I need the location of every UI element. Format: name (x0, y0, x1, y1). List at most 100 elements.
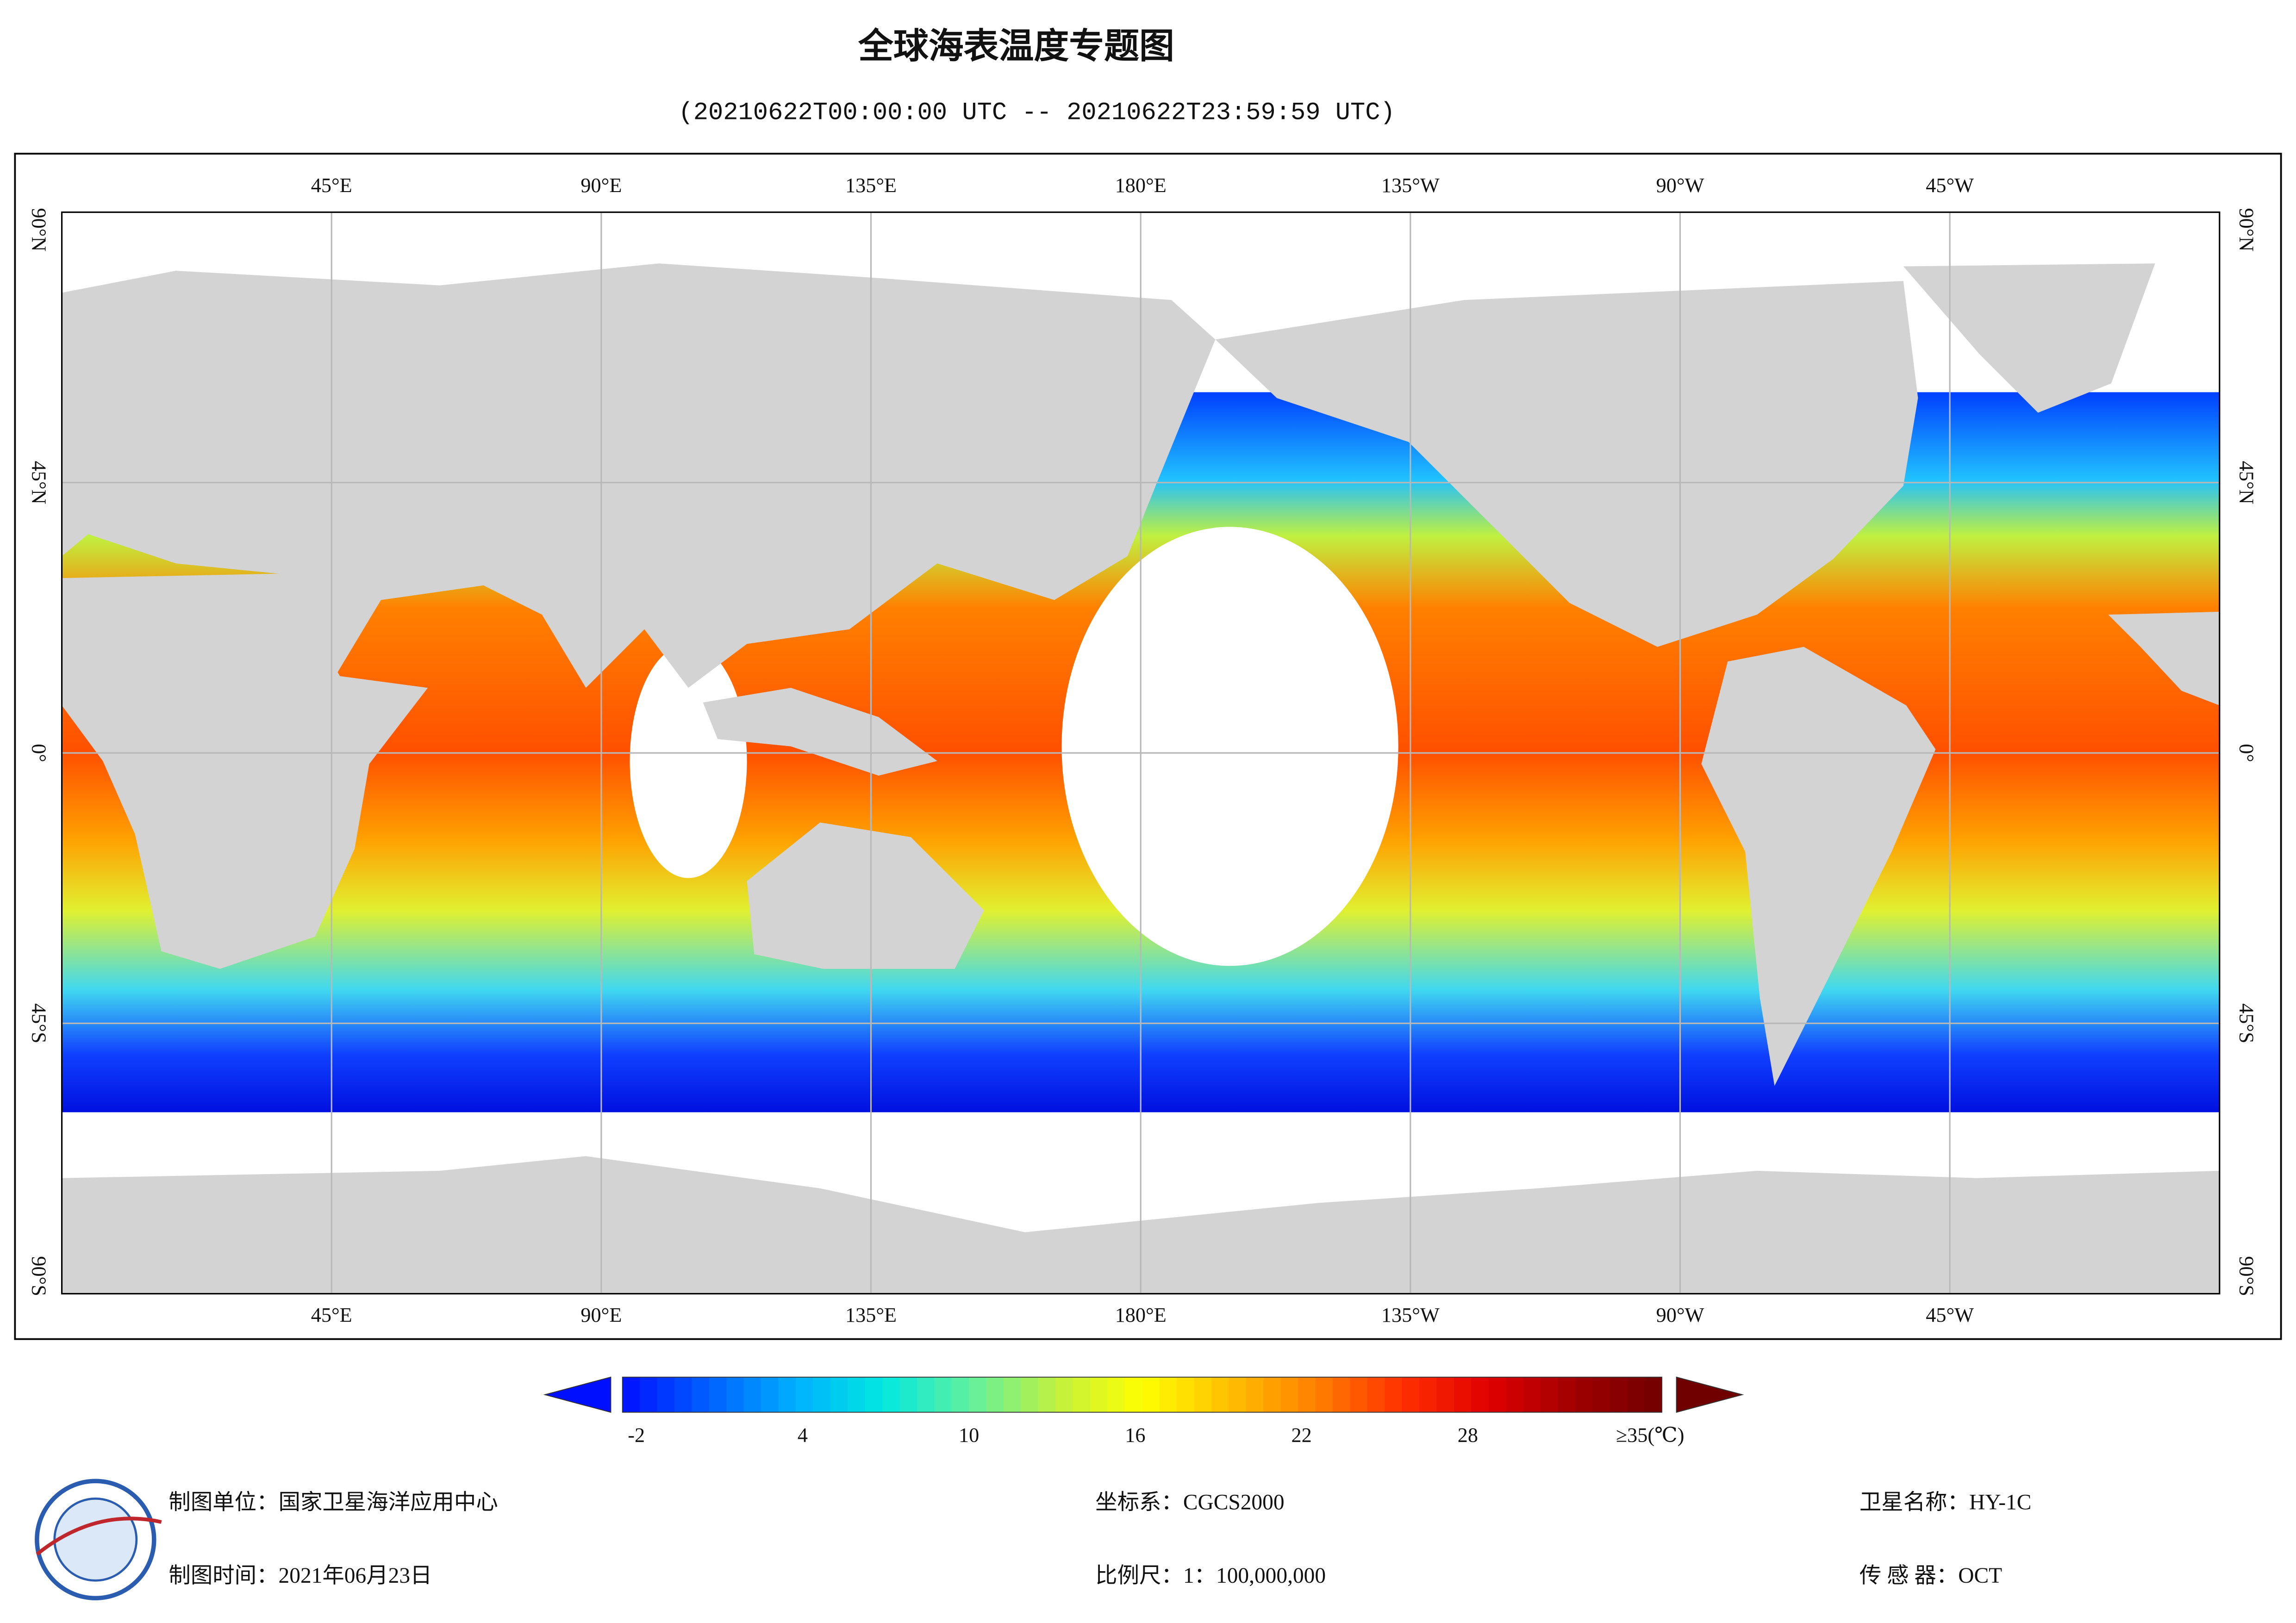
lon-label-bottom: 180°E (1115, 1304, 1167, 1326)
colorbar-cell (1177, 1377, 1195, 1412)
colorbar-cell (1107, 1377, 1125, 1412)
lat-label-right: 90°S (2235, 1256, 2258, 1296)
colorbar-cell (778, 1377, 796, 1412)
colorbar-cell (1246, 1377, 1264, 1412)
lon-label-bottom: 90°E (580, 1304, 622, 1326)
colorbar-cell (1194, 1377, 1212, 1412)
colorbar-cell (1038, 1377, 1056, 1412)
colorbar-cell (761, 1377, 779, 1412)
colorbar-cell (709, 1377, 727, 1412)
lat-label-left: 45°S (28, 1003, 50, 1044)
footer-item: 制图时间：2021年06月23日 (168, 1564, 432, 1588)
colorbar-cell (917, 1377, 935, 1412)
logo-globe (53, 1497, 138, 1582)
lat-label-right: 0° (2235, 744, 2258, 762)
colorbar-cell (1610, 1377, 1628, 1412)
lon-label-bottom: 135°W (1381, 1304, 1440, 1326)
colorbar-cell (1263, 1377, 1281, 1412)
colorbar-cell (899, 1377, 917, 1412)
colorbar-cell (1488, 1377, 1507, 1412)
colorbar-cell (1402, 1377, 1420, 1412)
colorbar-cell (1367, 1377, 1385, 1412)
colorbar-cell (1090, 1377, 1108, 1412)
lon-label-bottom: 45°W (1926, 1304, 1974, 1326)
colorbar-cell (986, 1377, 1004, 1412)
colorbar-cell (1315, 1377, 1333, 1412)
colorbar-cell (1142, 1377, 1160, 1412)
colorbar-cell (1592, 1377, 1610, 1412)
colorbar-cell (1350, 1377, 1368, 1412)
greenland (1903, 263, 2155, 413)
footer-item: 传 感 器：OCT (1859, 1564, 2002, 1588)
title: 全球海表温度专题图 (858, 25, 1174, 66)
colorbar-cell (848, 1377, 866, 1412)
lon-label-bottom: 45°E (311, 1304, 352, 1326)
colorbar-cell (882, 1377, 900, 1412)
colorbar-cell (951, 1377, 970, 1412)
colorbar-cell (692, 1377, 710, 1412)
lat-label-left: 90°S (28, 1256, 50, 1296)
colorbar-cell (1644, 1377, 1662, 1412)
eurasia (62, 263, 1216, 688)
colorbar-cell (726, 1377, 744, 1412)
colorbar-cell (1332, 1377, 1351, 1412)
colorbar-cell (1575, 1377, 1593, 1412)
lon-label-top: 135°W (1381, 174, 1440, 197)
outer-frame (14, 153, 2282, 1340)
colorbar-cell (657, 1377, 675, 1412)
lat-label-right: 45°S (2235, 1003, 2258, 1044)
colorbar-cell (1124, 1377, 1143, 1412)
footer-item: 卫星名称：HY-1C (1859, 1491, 2031, 1515)
colorbar-cell (1073, 1377, 1091, 1412)
lat-label-right: 45°N (2235, 461, 2258, 504)
colorbar-cell (1471, 1377, 1489, 1412)
colorbar-tick-label: 16 (1125, 1424, 1145, 1447)
colorbar-cell (1159, 1377, 1178, 1412)
africa-west (2108, 611, 2220, 706)
colorbar-tick-label: 4 (798, 1424, 808, 1447)
colorbar-tick-label: -2 (628, 1424, 645, 1447)
lon-label-top: 45°W (1926, 174, 1974, 197)
colorbar-cell (865, 1377, 883, 1412)
colorbar-cell (1385, 1377, 1403, 1412)
colorbar-cell (830, 1377, 849, 1412)
colorbar-cell (640, 1377, 658, 1412)
lon-label-top: 90°W (1656, 174, 1704, 197)
lat-label-left: 90°N (28, 208, 50, 252)
colorbar-under-arrow (543, 1376, 611, 1413)
colorbar-tick-label: 10 (959, 1424, 979, 1447)
colorbar-cell (1003, 1377, 1022, 1412)
colorbar-cell (1211, 1377, 1229, 1412)
colorbar-cell (1021, 1377, 1039, 1412)
footer-item: 坐标系：CGCS2000 (1095, 1491, 1284, 1515)
colorbar-cell (743, 1377, 762, 1412)
colorbar-cell (1280, 1377, 1299, 1412)
colorbar-cell (795, 1377, 814, 1412)
south-america (1701, 647, 1936, 1086)
colorbar-cell (1558, 1377, 1576, 1412)
colorbar-cell (1523, 1377, 1541, 1412)
colorbar-cell (1298, 1377, 1316, 1412)
colorbar-cell (1541, 1377, 1559, 1412)
lon-label-bottom: 90°W (1656, 1304, 1704, 1326)
lon-label-top: 180°E (1115, 174, 1167, 197)
colorbar-cell (1627, 1377, 1645, 1412)
map-frame (61, 211, 2221, 1295)
colorbar-tick-label: ≥35(℃) (1616, 1424, 1685, 1447)
colorbar-tick-label: 22 (1291, 1424, 1311, 1447)
colorbar-cell (674, 1377, 693, 1412)
lon-label-top: 135°E (845, 174, 897, 197)
australia (747, 822, 984, 969)
lat-label-left: 45°N (28, 461, 50, 504)
colorbar-cell (622, 1377, 641, 1412)
colorbar-frame (622, 1376, 1662, 1413)
colorbar-tick-label: 28 (1458, 1424, 1478, 1447)
no-data-area (1061, 527, 1398, 966)
colorbar-over-arrow (1676, 1376, 1744, 1413)
logo (35, 1479, 162, 1600)
africa (62, 573, 428, 969)
footer-item: 比例尺：1：100,000,000 (1095, 1564, 1326, 1588)
lon-label-top: 45°E (311, 174, 352, 197)
colorbar (622, 1376, 1662, 1413)
